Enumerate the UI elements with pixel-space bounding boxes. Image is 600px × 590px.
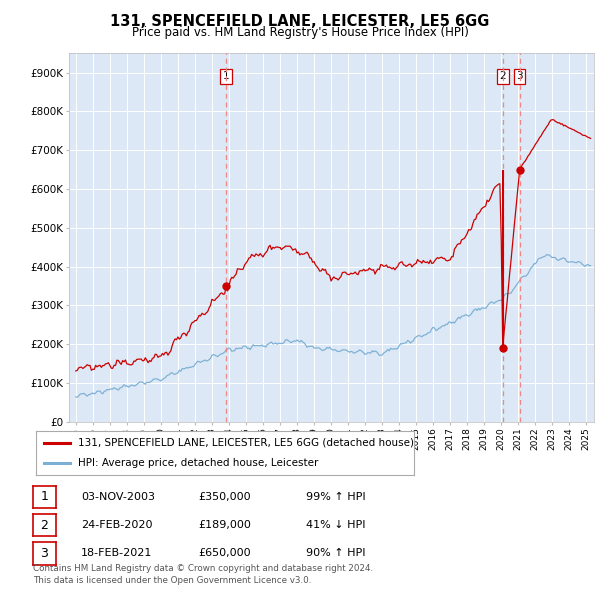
Text: 3: 3 (516, 71, 523, 81)
Text: 41% ↓ HPI: 41% ↓ HPI (306, 520, 365, 530)
Text: 99% ↑ HPI: 99% ↑ HPI (306, 492, 365, 502)
Text: 03-NOV-2003: 03-NOV-2003 (81, 492, 155, 502)
Text: £350,000: £350,000 (198, 492, 251, 502)
Text: 2: 2 (499, 71, 506, 81)
Text: 1: 1 (223, 71, 229, 81)
Text: 1: 1 (40, 490, 49, 503)
Text: HPI: Average price, detached house, Leicester: HPI: Average price, detached house, Leic… (77, 458, 318, 468)
Text: 3: 3 (40, 547, 49, 560)
Text: £189,000: £189,000 (198, 520, 251, 530)
Text: Contains HM Land Registry data © Crown copyright and database right 2024.
This d: Contains HM Land Registry data © Crown c… (33, 565, 373, 585)
Text: 131, SPENCEFIELD LANE, LEICESTER, LE5 6GG (detached house): 131, SPENCEFIELD LANE, LEICESTER, LE5 6G… (77, 438, 413, 448)
Text: Price paid vs. HM Land Registry's House Price Index (HPI): Price paid vs. HM Land Registry's House … (131, 26, 469, 39)
Text: 90% ↑ HPI: 90% ↑ HPI (306, 549, 365, 558)
Text: 24-FEB-2020: 24-FEB-2020 (81, 520, 152, 530)
Text: 2: 2 (40, 519, 49, 532)
Text: 18-FEB-2021: 18-FEB-2021 (81, 549, 152, 558)
Text: 131, SPENCEFIELD LANE, LEICESTER, LE5 6GG: 131, SPENCEFIELD LANE, LEICESTER, LE5 6G… (110, 14, 490, 29)
Text: £650,000: £650,000 (198, 549, 251, 558)
